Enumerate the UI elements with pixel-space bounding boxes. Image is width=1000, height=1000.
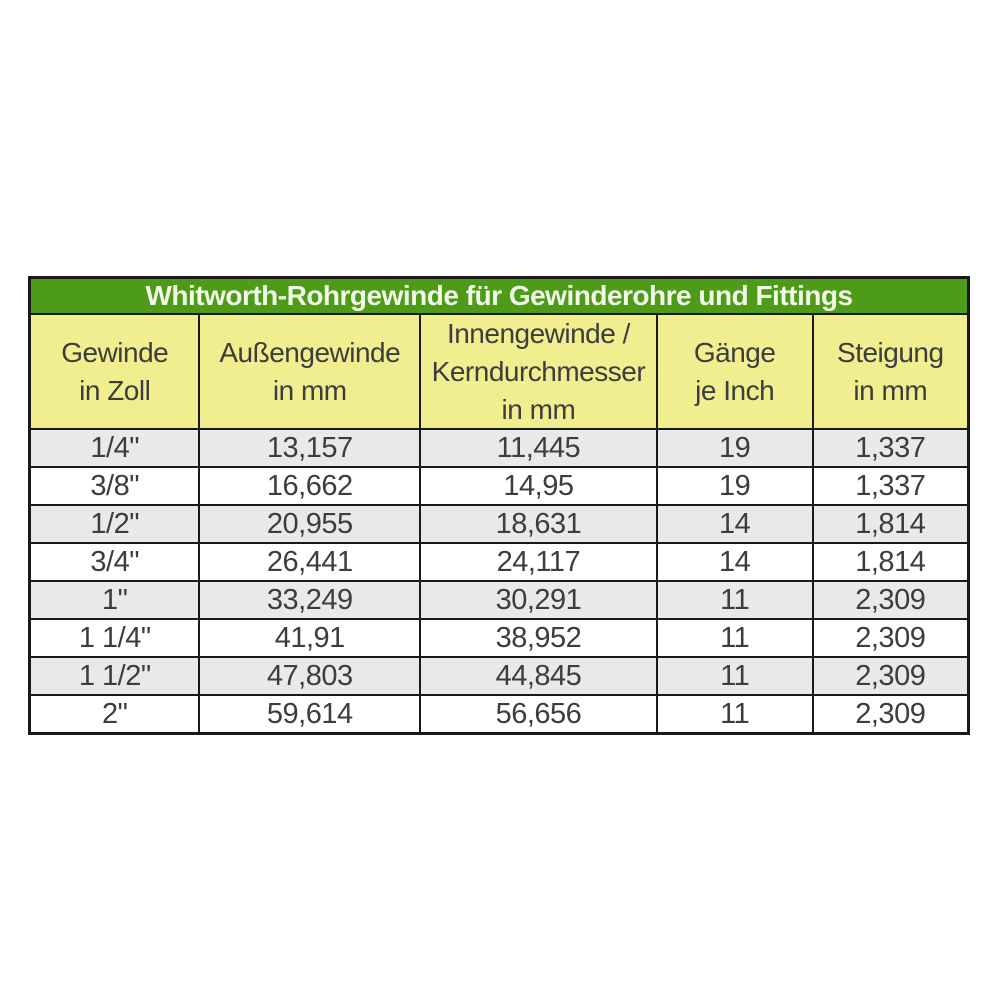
table-cell: 1/4" [28, 428, 201, 469]
table-row: 1" 33,249 30,291 11 2,309 [28, 580, 970, 621]
whitworth-thread-table: Whitworth-Rohrgewinde für Gewinderohre u… [28, 276, 970, 736]
header-row: Gewinde in Zoll Außengewinde in mm Innenge… [28, 312, 970, 431]
table-cell: 3/4" [28, 542, 201, 583]
column-header: Außengewinde in mm [198, 312, 422, 431]
table-row: 3/4" 26,441 24,117 14 1,814 [28, 542, 970, 583]
table-title-row: Whitworth-Rohrgewinde für Gewinderohre u… [28, 276, 970, 315]
table-body: 1/4" 13,157 11,445 19 1,337 3/8" 16,662 14,95 19… [28, 428, 970, 735]
table-cell: 3/8" [28, 466, 201, 507]
table-cell: 2,309 [811, 580, 970, 621]
table-cell: 2,309 [811, 694, 970, 735]
table-cell: 33,249 [198, 580, 422, 621]
table-cell: 14 [655, 504, 814, 545]
table-cell: 26,441 [198, 542, 422, 583]
column-header: Gänge je Inch [655, 312, 814, 431]
column-header: Innengewinde / Kerndurchmesser in mm [419, 312, 658, 431]
table-head: Whitworth-Rohrgewinde für Gewinderohre u… [28, 276, 970, 431]
table-container: Whitworth-Rohrgewinde für Gewinderohre u… [28, 276, 970, 736]
table-cell: 1" [28, 580, 201, 621]
table-cell: 1 1/2" [28, 656, 201, 697]
table-cell: 11 [655, 618, 814, 659]
table-title: Whitworth-Rohrgewinde für Gewinderohre u… [28, 276, 970, 315]
table-cell: 38,952 [419, 618, 658, 659]
table-cell: 59,614 [198, 694, 422, 735]
table-cell: 1,337 [811, 466, 970, 507]
table-cell: 11 [655, 656, 814, 697]
table-cell: 24,117 [419, 542, 658, 583]
table-cell: 18,631 [419, 504, 658, 545]
table-cell: 2,309 [811, 618, 970, 659]
table-cell: 16,662 [198, 466, 422, 507]
column-header: Gewinde in Zoll [28, 312, 201, 431]
table-cell: 1 1/4" [28, 618, 201, 659]
table-cell: 11,445 [419, 428, 658, 469]
table-cell: 41,91 [198, 618, 422, 659]
table-row: 3/8" 16,662 14,95 19 1,337 [28, 466, 970, 507]
table-cell: 1,337 [811, 428, 970, 469]
table-cell: 19 [655, 466, 814, 507]
table-row: 1/2" 20,955 18,631 14 1,814 [28, 504, 970, 545]
table-cell: 19 [655, 428, 814, 469]
table-cell: 44,845 [419, 656, 658, 697]
table-cell: 1,814 [811, 542, 970, 583]
table-cell: 1/2" [28, 504, 201, 545]
table-cell: 13,157 [198, 428, 422, 469]
table-cell: 20,955 [198, 504, 422, 545]
table-cell: 2,309 [811, 656, 970, 697]
table-cell: 14 [655, 542, 814, 583]
table-row: 1/4" 13,157 11,445 19 1,337 [28, 428, 970, 469]
table-row: 2" 59,614 56,656 11 2,309 [28, 694, 970, 735]
table-cell: 11 [655, 580, 814, 621]
table-row: 1 1/4" 41,91 38,952 11 2,309 [28, 618, 970, 659]
table-cell: 56,656 [419, 694, 658, 735]
table-cell: 30,291 [419, 580, 658, 621]
table-cell: 11 [655, 694, 814, 735]
table-cell: 2" [28, 694, 201, 735]
table-cell: 47,803 [198, 656, 422, 697]
table-cell: 1,814 [811, 504, 970, 545]
table-row: 1 1/2" 47,803 44,845 11 2,309 [28, 656, 970, 697]
table-cell: 14,95 [419, 466, 658, 507]
column-header: Steigung in mm [811, 312, 970, 431]
